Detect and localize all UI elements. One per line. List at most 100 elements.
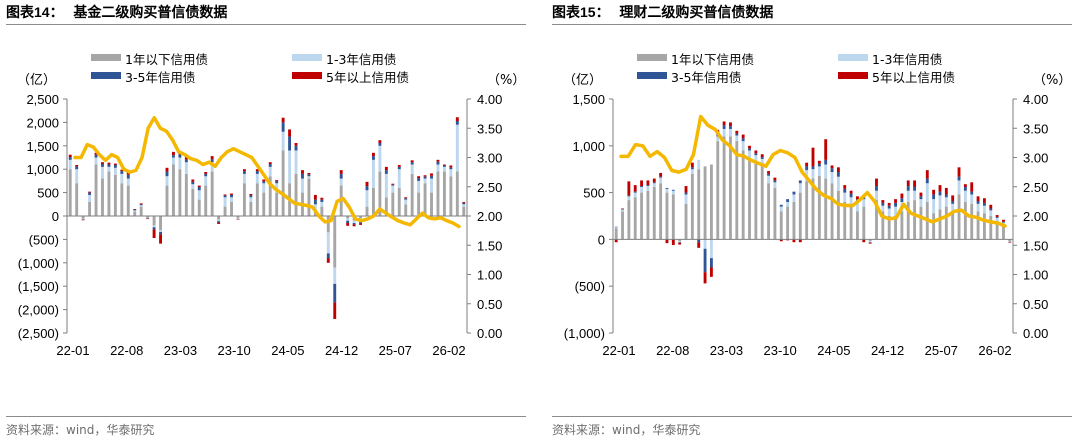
y-right-tick-label: 2.00 <box>477 209 502 224</box>
bar-segment <box>268 162 272 165</box>
bar-segment <box>913 180 917 187</box>
bar-segment <box>798 180 802 184</box>
bar-segment <box>146 218 150 220</box>
bar-segment <box>665 188 669 193</box>
bar-segment <box>856 196 859 200</box>
bar-segment <box>172 151 175 156</box>
y-left-tick-label: 2,000 <box>26 115 59 130</box>
bar-segment <box>836 167 840 173</box>
bar-segment <box>268 166 272 177</box>
bar-segment <box>320 206 324 216</box>
bar-segment <box>881 205 885 212</box>
x-tick-label: 23-03 <box>164 343 197 358</box>
bar-segment <box>107 162 111 165</box>
bar-segment <box>372 187 375 216</box>
bar-segment <box>449 176 453 216</box>
x-tick-label: 22-08 <box>110 343 143 358</box>
bar-segment <box>68 159 72 170</box>
bar-segment <box>894 206 897 216</box>
bar-segment <box>255 169 259 172</box>
bar-segment <box>709 239 713 259</box>
bar-segment <box>449 169 453 177</box>
bar-segment <box>1008 241 1012 243</box>
legend-swatch <box>838 54 868 61</box>
bar-segment <box>449 165 453 168</box>
bar-segment <box>951 195 955 202</box>
bar-segment <box>120 171 124 174</box>
bar-segment <box>633 192 637 198</box>
bar-segment <box>944 206 948 240</box>
bar-segment <box>817 160 821 164</box>
bar-segment <box>729 136 732 240</box>
bar-segment <box>152 229 156 238</box>
bar-segment <box>307 174 311 177</box>
bar-segment <box>120 173 124 184</box>
bar-segment <box>339 170 343 174</box>
bar-segment <box>684 194 688 204</box>
y-right-tick-label: 0.00 <box>477 326 502 341</box>
bar-segment <box>748 145 751 149</box>
bar-segment <box>633 191 637 193</box>
bar-segment <box>856 201 859 212</box>
bar-segment <box>294 145 298 151</box>
bar-segment <box>957 180 961 195</box>
bar-segment <box>184 156 188 160</box>
bar-segment <box>126 178 130 186</box>
bar-segment <box>932 213 936 240</box>
bar-segment <box>1002 221 1005 223</box>
bar-segment <box>640 186 643 193</box>
y-left-tick-label: 500 <box>583 186 605 201</box>
bar-segment <box>963 186 967 191</box>
bar-segment <box>697 239 701 243</box>
bar-segment <box>442 164 446 166</box>
bar-segment <box>767 173 770 176</box>
bar-segment <box>989 216 993 240</box>
bar-segment <box>729 128 732 137</box>
bar-segment <box>397 166 401 170</box>
bar-segment <box>275 179 279 181</box>
bar-segment <box>722 125 726 129</box>
bar-segment <box>281 131 285 151</box>
bar-segment <box>81 218 85 220</box>
bar-segment <box>133 210 137 212</box>
bar-segment <box>268 176 272 216</box>
bar-segment <box>671 189 675 191</box>
bar-segment <box>944 197 948 207</box>
bar-segment <box>365 186 369 191</box>
bar-segment <box>875 190 878 201</box>
bar-segment <box>690 173 694 240</box>
bar-segment <box>101 166 104 179</box>
bar-segment <box>107 166 111 172</box>
title-divider <box>552 24 1072 25</box>
bar-segment <box>417 192 421 216</box>
bar-segment <box>184 162 188 174</box>
bar-segment <box>430 178 433 193</box>
bar-segment <box>621 208 624 210</box>
bar-segment <box>925 183 929 202</box>
bar-segment <box>824 164 828 179</box>
y-left-tick-label: (1,000) <box>18 256 59 271</box>
bar-segment <box>81 219 85 221</box>
bar-segment <box>690 162 694 168</box>
bar-segment <box>230 201 233 216</box>
bar-segment <box>881 211 885 240</box>
bar-segment <box>165 167 169 172</box>
bar-segment <box>378 140 382 143</box>
bar-segment <box>703 272 707 284</box>
y-left-tick-label: (1,500) <box>18 279 59 294</box>
bar-segment <box>735 135 739 142</box>
y-right-tick-label: 0.50 <box>1023 297 1048 312</box>
bar-segment <box>646 190 650 240</box>
legend-swatch <box>637 54 667 61</box>
bar-segment <box>288 150 292 184</box>
bar-segment <box>249 197 253 202</box>
bar-segment <box>307 172 311 175</box>
bar-segment <box>894 202 897 207</box>
bar-segment <box>1002 225 1005 240</box>
source-note: 资料来源：wind，华泰研究 <box>6 423 155 437</box>
bar-segment <box>709 267 713 277</box>
bar-segment <box>152 216 156 226</box>
bar-segment <box>320 197 324 200</box>
bar-segment <box>391 184 395 186</box>
y-right-tick-label: 2.00 <box>1023 209 1048 224</box>
